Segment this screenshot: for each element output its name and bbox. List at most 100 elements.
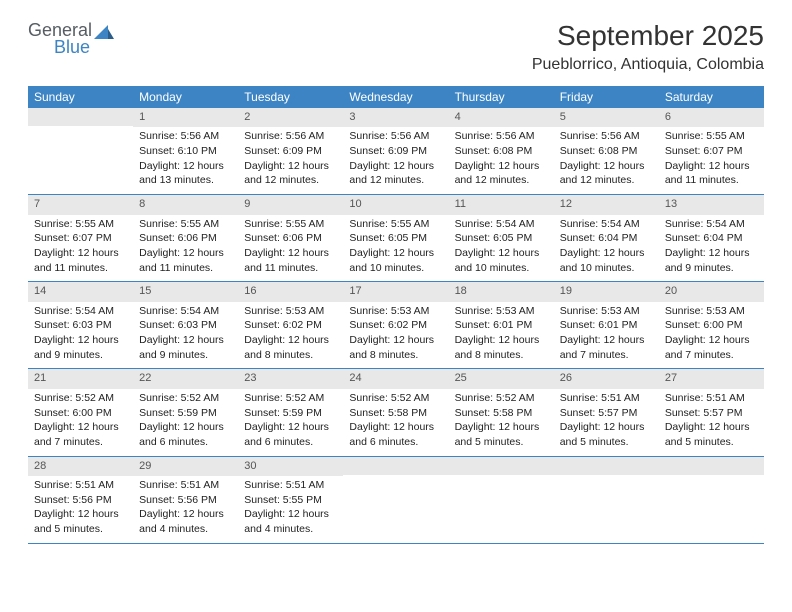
sunset-text: Sunset: 6:05 PM: [455, 231, 548, 246]
day-number: 2: [238, 108, 343, 127]
day-number: 14: [28, 282, 133, 301]
daylight-text: Daylight: 12 hours and 11 minutes.: [665, 159, 758, 188]
day-number: 4: [449, 108, 554, 127]
day-cell: 1Sunrise: 5:56 AMSunset: 6:10 PMDaylight…: [133, 108, 238, 194]
day-cell: 8Sunrise: 5:55 AMSunset: 6:06 PMDaylight…: [133, 195, 238, 281]
sunrise-text: Sunrise: 5:53 AM: [560, 304, 653, 319]
day-number: 7: [28, 195, 133, 214]
daylight-text: Daylight: 12 hours and 6 minutes.: [244, 420, 337, 449]
daylight-text: Daylight: 12 hours and 5 minutes.: [665, 420, 758, 449]
day-body: Sunrise: 5:51 AMSunset: 5:57 PMDaylight:…: [554, 389, 659, 456]
daylight-text: Daylight: 12 hours and 9 minutes.: [139, 333, 232, 362]
day-body: Sunrise: 5:51 AMSunset: 5:56 PMDaylight:…: [28, 476, 133, 543]
day-number: 9: [238, 195, 343, 214]
day-number: 28: [28, 457, 133, 476]
daylight-text: Daylight: 12 hours and 7 minutes.: [560, 333, 653, 362]
day-number: 26: [554, 369, 659, 388]
day-body: Sunrise: 5:56 AMSunset: 6:09 PMDaylight:…: [343, 127, 448, 194]
sunrise-text: Sunrise: 5:56 AM: [349, 129, 442, 144]
sunrise-text: Sunrise: 5:55 AM: [244, 217, 337, 232]
sunset-text: Sunset: 6:04 PM: [560, 231, 653, 246]
day-body: [554, 475, 659, 525]
daylight-text: Daylight: 12 hours and 12 minutes.: [455, 159, 548, 188]
daylight-text: Daylight: 12 hours and 10 minutes.: [349, 246, 442, 275]
day-number: [28, 108, 133, 126]
week-row: 1Sunrise: 5:56 AMSunset: 6:10 PMDaylight…: [28, 108, 764, 195]
daylight-text: Daylight: 12 hours and 11 minutes.: [139, 246, 232, 275]
day-cell: 9 Sunrise: 5:55 AMSunset: 6:06 PMDaylight…: [238, 195, 343, 281]
day-body: Sunrise: 5:52 AMSunset: 5:59 PMDaylight:…: [133, 389, 238, 456]
sunset-text: Sunset: 5:58 PM: [349, 406, 442, 421]
day-number: 12: [554, 195, 659, 214]
day-cell: 28Sunrise: 5:51 AMSunset: 5:56 PMDayligh…: [28, 457, 133, 543]
weekday-thu: Thursday: [449, 86, 554, 108]
sunset-text: Sunset: 6:03 PM: [139, 318, 232, 333]
sunset-text: Sunset: 6:06 PM: [244, 231, 337, 246]
day-cell: 24Sunrise: 5:52 AMSunset: 5:58 PMDayligh…: [343, 369, 448, 455]
month-title: September 2025: [532, 20, 764, 52]
day-cell: 17Sunrise: 5:53 AMSunset: 6:02 PMDayligh…: [343, 282, 448, 368]
day-cell: 23Sunrise: 5:52 AMSunset: 5:59 PMDayligh…: [238, 369, 343, 455]
daylight-text: Daylight: 12 hours and 10 minutes.: [455, 246, 548, 275]
day-body: Sunrise: 5:55 AMSunset: 6:07 PMDaylight:…: [28, 215, 133, 282]
day-cell: 10Sunrise: 5:55 AMSunset: 6:05 PMDayligh…: [343, 195, 448, 281]
sunrise-text: Sunrise: 5:51 AM: [665, 391, 758, 406]
day-number: 24: [343, 369, 448, 388]
daylight-text: Daylight: 12 hours and 8 minutes.: [349, 333, 442, 362]
weeks-container: 1Sunrise: 5:56 AMSunset: 6:10 PMDaylight…: [28, 108, 764, 544]
daylight-text: Daylight: 12 hours and 11 minutes.: [34, 246, 127, 275]
day-cell: [659, 457, 764, 543]
day-body: Sunrise: 5:55 AMSunset: 6:05 PMDaylight:…: [343, 215, 448, 282]
day-number: [554, 457, 659, 475]
day-body: Sunrise: 5:53 AMSunset: 6:01 PMDaylight:…: [554, 302, 659, 369]
day-body: Sunrise: 5:54 AMSunset: 6:05 PMDaylight:…: [449, 215, 554, 282]
sunrise-text: Sunrise: 5:56 AM: [139, 129, 232, 144]
day-number: 21: [28, 369, 133, 388]
day-cell: 15Sunrise: 5:54 AMSunset: 6:03 PMDayligh…: [133, 282, 238, 368]
location: Pueblorrico, Antioquia, Colombia: [532, 56, 764, 74]
sunset-text: Sunset: 5:56 PM: [34, 493, 127, 508]
day-body: [28, 126, 133, 176]
daylight-text: Daylight: 12 hours and 11 minutes.: [244, 246, 337, 275]
sunset-text: Sunset: 5:55 PM: [244, 493, 337, 508]
day-number: 5: [554, 108, 659, 127]
sunrise-text: Sunrise: 5:56 AM: [244, 129, 337, 144]
day-cell: 16Sunrise: 5:53 AMSunset: 6:02 PMDayligh…: [238, 282, 343, 368]
daylight-text: Daylight: 12 hours and 13 minutes.: [139, 159, 232, 188]
day-body: Sunrise: 5:56 AMSunset: 6:10 PMDaylight:…: [133, 127, 238, 194]
sunset-text: Sunset: 6:09 PM: [244, 144, 337, 159]
daylight-text: Daylight: 12 hours and 8 minutes.: [244, 333, 337, 362]
logo-text-blue: Blue: [28, 37, 90, 58]
sunrise-text: Sunrise: 5:51 AM: [34, 478, 127, 493]
weekday-wed: Wednesday: [343, 86, 448, 108]
day-cell: 7Sunrise: 5:55 AMSunset: 6:07 PMDaylight…: [28, 195, 133, 281]
sunset-text: Sunset: 6:08 PM: [455, 144, 548, 159]
sunrise-text: Sunrise: 5:53 AM: [455, 304, 548, 319]
day-cell: [449, 457, 554, 543]
day-cell: 13Sunrise: 5:54 AMSunset: 6:04 PMDayligh…: [659, 195, 764, 281]
day-number: 25: [449, 369, 554, 388]
daylight-text: Daylight: 12 hours and 6 minutes.: [349, 420, 442, 449]
day-number: 20: [659, 282, 764, 301]
weekday-mon: Monday: [133, 86, 238, 108]
day-cell: 20Sunrise: 5:53 AMSunset: 6:00 PMDayligh…: [659, 282, 764, 368]
sunset-text: Sunset: 5:57 PM: [560, 406, 653, 421]
day-number: [659, 457, 764, 475]
day-number: 10: [343, 195, 448, 214]
day-cell: 27Sunrise: 5:51 AMSunset: 5:57 PMDayligh…: [659, 369, 764, 455]
sunset-text: Sunset: 6:02 PM: [244, 318, 337, 333]
sunrise-text: Sunrise: 5:53 AM: [244, 304, 337, 319]
sunset-text: Sunset: 6:07 PM: [665, 144, 758, 159]
sunset-text: Sunset: 6:04 PM: [665, 231, 758, 246]
sunrise-text: Sunrise: 5:54 AM: [455, 217, 548, 232]
sunrise-text: Sunrise: 5:52 AM: [455, 391, 548, 406]
day-cell: [28, 108, 133, 194]
weekday-tue: Tuesday: [238, 86, 343, 108]
day-cell: 12Sunrise: 5:54 AMSunset: 6:04 PMDayligh…: [554, 195, 659, 281]
week-row: 21Sunrise: 5:52 AMSunset: 6:00 PMDayligh…: [28, 369, 764, 456]
day-cell: 14Sunrise: 5:54 AMSunset: 6:03 PMDayligh…: [28, 282, 133, 368]
day-number: 27: [659, 369, 764, 388]
weekday-sat: Saturday: [659, 86, 764, 108]
sunrise-text: Sunrise: 5:52 AM: [139, 391, 232, 406]
sunset-text: Sunset: 6:02 PM: [349, 318, 442, 333]
